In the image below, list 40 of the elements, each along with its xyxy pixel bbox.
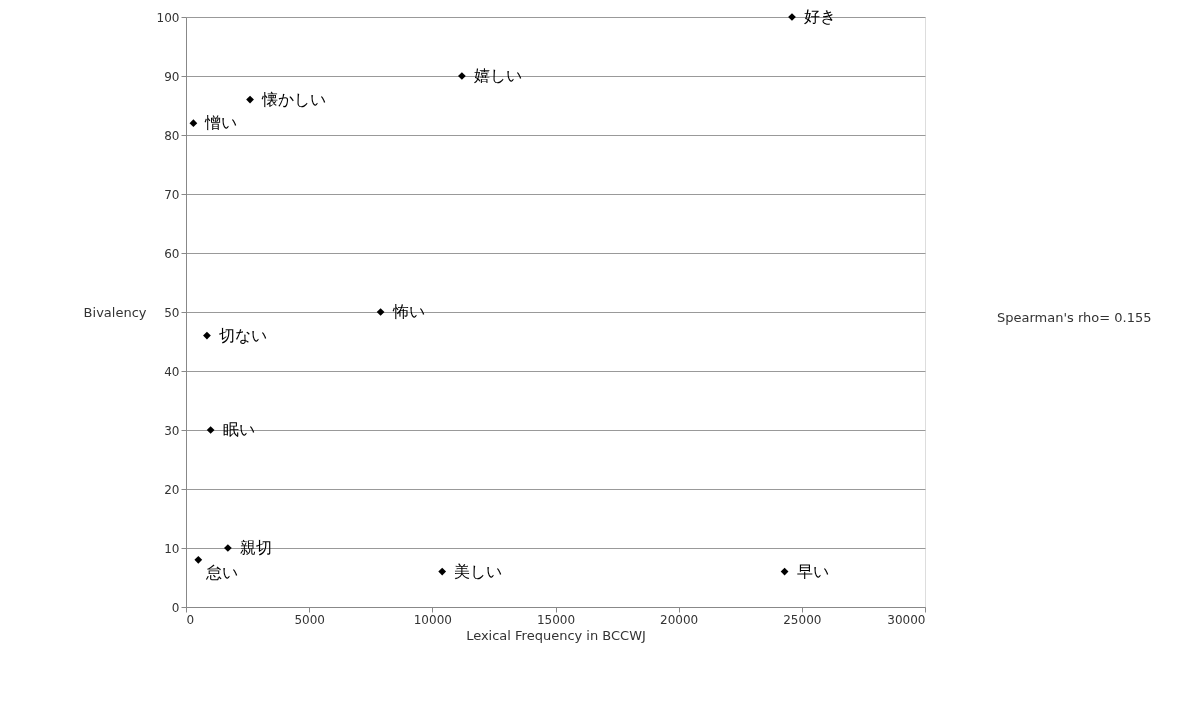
annotation: 好き bbox=[803, 7, 836, 26]
x-tick-label: 0 bbox=[186, 612, 195, 627]
annotation: 親切 bbox=[239, 538, 272, 557]
annotation: 懐かしい bbox=[261, 89, 327, 109]
x-axis-title: Lexical Frequency in BCCWJ bbox=[466, 627, 646, 643]
x-tick-label: 15000 bbox=[536, 612, 576, 627]
y-tick-label: 0 bbox=[171, 600, 180, 615]
annotation: 切ない bbox=[218, 325, 267, 345]
point bbox=[246, 95, 254, 104]
y-tick-label: 100 bbox=[156, 10, 180, 25]
y-axis-title: Bivalency bbox=[83, 304, 147, 320]
point bbox=[203, 331, 211, 340]
y-tick-label: 90 bbox=[164, 69, 180, 84]
point bbox=[376, 308, 385, 316]
annotation: 眠い bbox=[222, 420, 255, 439]
y-tick-label: 10 bbox=[164, 541, 180, 556]
y-tick-label: 30 bbox=[164, 423, 180, 438]
x-tick-label: 25000 bbox=[783, 612, 822, 627]
annotation: 怠い bbox=[205, 562, 239, 582]
annotation: 美しい bbox=[454, 561, 503, 581]
text: Spearman's rho= 0.155 bbox=[997, 310, 1152, 325]
point bbox=[438, 567, 447, 576]
point bbox=[780, 567, 789, 576]
y-tick-label: 70 bbox=[164, 187, 180, 202]
y-tick-label: 60 bbox=[164, 246, 180, 261]
x-tick-label: 5000 bbox=[294, 612, 325, 627]
x-tick-label: 20000 bbox=[660, 612, 699, 627]
y-tick-label: 50 bbox=[164, 305, 180, 320]
annotation: 早い bbox=[796, 561, 829, 581]
y-tick-label: 80 bbox=[164, 128, 180, 143]
x-tick-label: 30000 bbox=[887, 612, 926, 627]
point bbox=[206, 426, 215, 434]
point bbox=[194, 555, 203, 564]
annotation: 怖い bbox=[391, 302, 425, 321]
x-tick-label: 10000 bbox=[413, 612, 452, 627]
annotation: 嬉しい bbox=[473, 66, 522, 85]
y-tick-label: 40 bbox=[164, 364, 180, 379]
point bbox=[189, 119, 198, 128]
y-tick-label: 20 bbox=[164, 482, 180, 497]
annotation: 憎い bbox=[204, 113, 238, 133]
